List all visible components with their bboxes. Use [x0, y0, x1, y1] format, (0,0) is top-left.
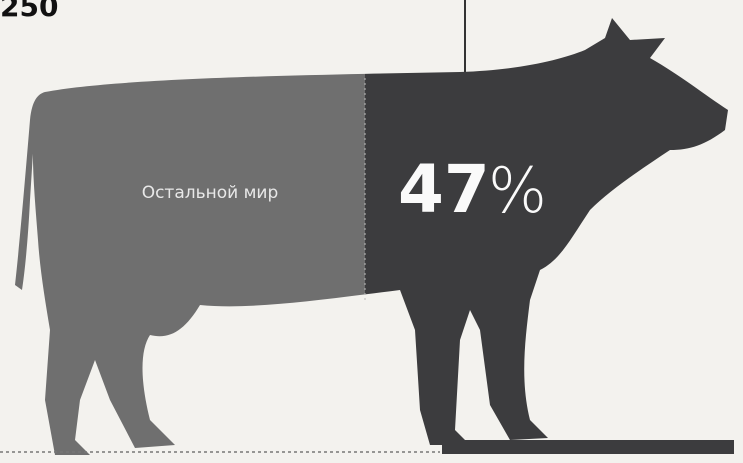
share-value: 47: [398, 151, 490, 228]
share-unit: %: [488, 154, 547, 227]
header-value: 250: [0, 0, 58, 23]
baseline-bar: [442, 440, 734, 454]
infographic: 250 Остальной мир 47 %: [0, 0, 743, 463]
rest-label: Остальной мир: [142, 183, 279, 203]
